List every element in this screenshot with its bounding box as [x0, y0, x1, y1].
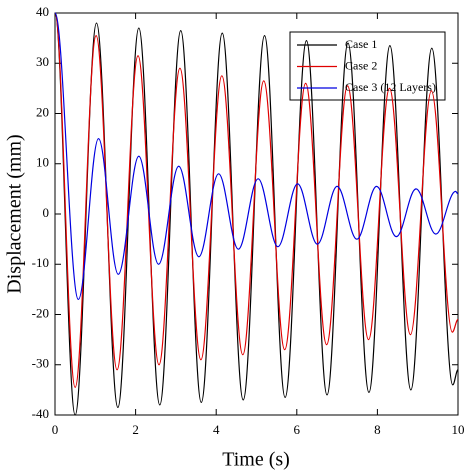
y-axis-label: Displacement (mm) [4, 134, 26, 293]
legend-label: Case 3 (12 Layers) [345, 80, 436, 94]
y-tick-label: 40 [36, 4, 49, 19]
data-line [54, 12, 459, 301]
y-tick-label: 20 [36, 104, 49, 119]
legend-label: Case 1 [345, 37, 377, 51]
x-tick-label: 6 [294, 422, 301, 437]
x-tick-label: 8 [374, 422, 381, 437]
x-tick-label: 2 [132, 422, 139, 437]
y-tick-label: 30 [36, 54, 49, 69]
y-tick-label: -20 [32, 305, 49, 320]
x-tick-label: 4 [213, 422, 220, 437]
y-tick-label: -10 [32, 255, 49, 270]
y-tick-label: 0 [43, 205, 50, 220]
data-line [54, 12, 459, 388]
y-tick-label: 10 [36, 155, 49, 170]
y-tick-label: -40 [32, 406, 49, 421]
y-tick-label: -30 [32, 356, 49, 371]
x-tick-label: 10 [452, 422, 465, 437]
x-axis-label: Time (s) [222, 449, 290, 471]
legend-label: Case 2 [345, 58, 377, 72]
x-tick-label: 0 [52, 422, 59, 437]
